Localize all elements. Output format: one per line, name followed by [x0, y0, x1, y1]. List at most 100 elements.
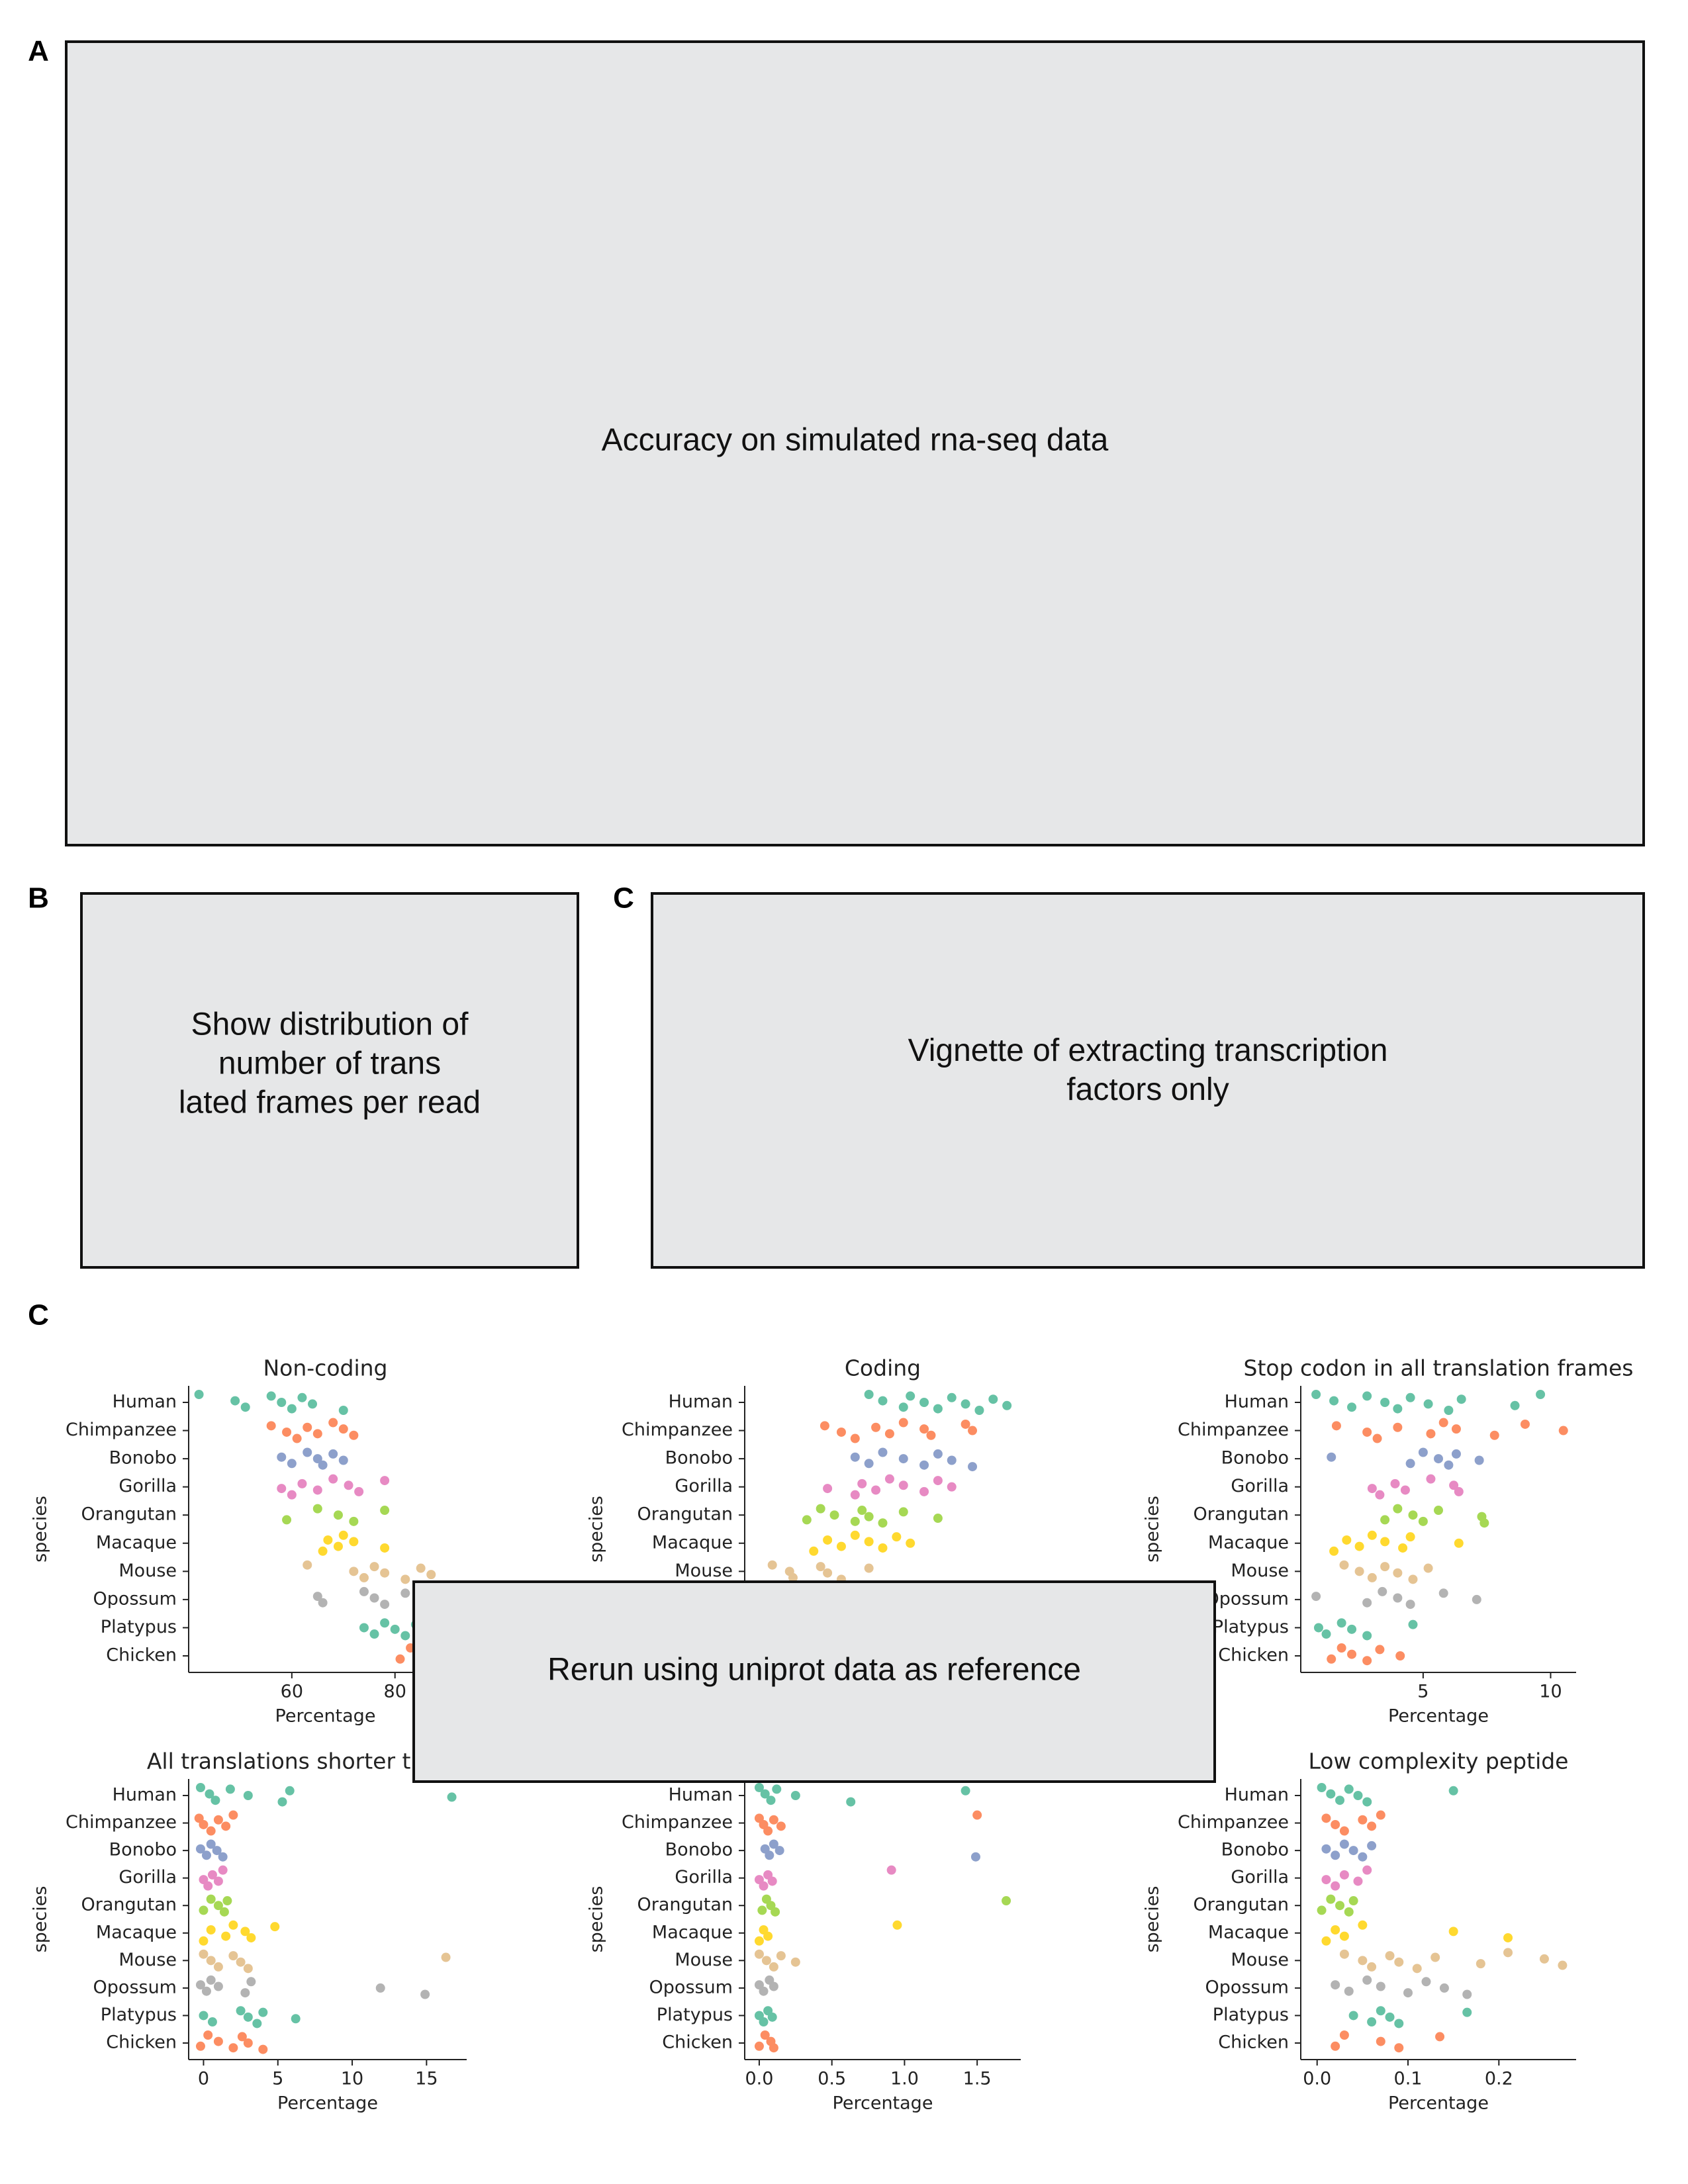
- point: [213, 1876, 223, 1886]
- y-tick-label: Macaque: [96, 1532, 177, 1553]
- point: [988, 1394, 998, 1404]
- point: [759, 2017, 769, 2027]
- point: [1479, 1518, 1489, 1528]
- point: [846, 1797, 856, 1807]
- point: [287, 1490, 297, 1500]
- point: [1002, 1400, 1012, 1410]
- point: [287, 1404, 297, 1414]
- point: [1367, 1962, 1377, 1972]
- point: [1331, 2041, 1340, 2051]
- point: [1444, 1406, 1454, 1415]
- point: [312, 1504, 322, 1514]
- point: [221, 1821, 231, 1831]
- point: [199, 2011, 209, 2021]
- point: [1408, 1510, 1418, 1520]
- point: [1348, 1896, 1358, 1906]
- point: [1539, 1954, 1549, 1964]
- point: [282, 1427, 292, 1437]
- point: [400, 1588, 410, 1598]
- y-tick-label: Opossum: [93, 1977, 177, 1997]
- point: [864, 1537, 874, 1547]
- x-axis-label: Percentage: [1388, 1706, 1489, 1727]
- placeholder-text: Show distribution of: [191, 1007, 469, 1042]
- point: [829, 1510, 839, 1520]
- point: [1451, 1449, 1461, 1459]
- point: [1321, 1629, 1331, 1639]
- point: [767, 1560, 777, 1570]
- point: [243, 1791, 253, 1800]
- point: [426, 1570, 436, 1580]
- placeholder-box: [651, 892, 1645, 1269]
- point: [919, 1460, 929, 1470]
- y-tick-label: Macaque: [652, 1532, 733, 1553]
- x-tick-label: 80: [384, 1682, 406, 1702]
- point: [194, 1390, 204, 1399]
- point: [1380, 1398, 1390, 1407]
- y-tick-label: Gorilla: [118, 1867, 177, 1888]
- point: [1367, 1821, 1377, 1831]
- point: [354, 1486, 364, 1496]
- point: [760, 1789, 770, 1799]
- point: [240, 1402, 250, 1412]
- point: [1393, 1568, 1403, 1578]
- point: [297, 1479, 307, 1488]
- y-tick-label: Bonobo: [665, 1840, 733, 1860]
- x-tick-label: 0.0: [745, 2069, 773, 2089]
- point: [1321, 1844, 1331, 1854]
- point: [1380, 1537, 1390, 1547]
- x-tick-label: 5: [1417, 1682, 1429, 1702]
- y-tick-label: Human: [1225, 1392, 1289, 1412]
- point: [447, 1792, 457, 1802]
- point: [1376, 1981, 1385, 1991]
- point: [771, 1907, 780, 1917]
- point: [1362, 1865, 1372, 1875]
- point: [823, 1568, 833, 1578]
- point: [947, 1392, 957, 1402]
- point: [359, 1623, 369, 1633]
- point: [277, 1398, 287, 1407]
- point: [1336, 1618, 1346, 1628]
- point: [1489, 1430, 1499, 1440]
- y-tick-label: Mouse: [1231, 1561, 1289, 1581]
- point: [243, 2012, 253, 2022]
- x-axis-label: Percentage: [275, 1706, 376, 1727]
- point: [790, 1791, 800, 1800]
- point: [1375, 1490, 1385, 1500]
- point: [318, 1598, 328, 1608]
- point: [886, 1865, 896, 1875]
- point: [1476, 1959, 1485, 1969]
- point: [823, 1484, 833, 1494]
- point: [349, 1516, 359, 1526]
- point: [767, 1876, 777, 1886]
- point: [213, 2036, 223, 2046]
- point: [816, 1504, 825, 1514]
- point: [1362, 1975, 1372, 1985]
- point: [1503, 1948, 1513, 1958]
- y-tick-label: Mouse: [675, 1561, 733, 1581]
- strip-chart: Low complexity peptide 0.0 0.1 0.2 Percentag…: [1143, 1749, 1576, 2114]
- point: [776, 1821, 786, 1831]
- point: [1408, 1619, 1418, 1629]
- y-tick-label: Chimpanzee: [66, 1420, 177, 1440]
- point: [774, 1846, 784, 1856]
- point: [201, 1850, 211, 1860]
- point: [199, 1905, 209, 1915]
- point: [850, 1516, 860, 1526]
- point: [1339, 1560, 1349, 1570]
- point: [203, 1881, 213, 1891]
- point: [287, 1459, 297, 1469]
- point: [230, 1396, 240, 1406]
- point: [1362, 1427, 1372, 1437]
- point: [1378, 1586, 1387, 1596]
- placeholder-text: Accuracy on simulated rna-seq data: [602, 423, 1109, 458]
- point: [1393, 1593, 1403, 1603]
- point: [1375, 1645, 1385, 1655]
- point: [416, 1563, 426, 1573]
- point: [312, 1592, 322, 1602]
- point: [1311, 1390, 1321, 1399]
- x-tick-label: 0.1: [1394, 2069, 1423, 2089]
- x-tick-label: 5: [272, 2069, 283, 2089]
- x-tick-label: 0.2: [1485, 2069, 1513, 2089]
- y-tick-label: Chimpanzee: [622, 1812, 733, 1833]
- point: [1331, 1881, 1340, 1891]
